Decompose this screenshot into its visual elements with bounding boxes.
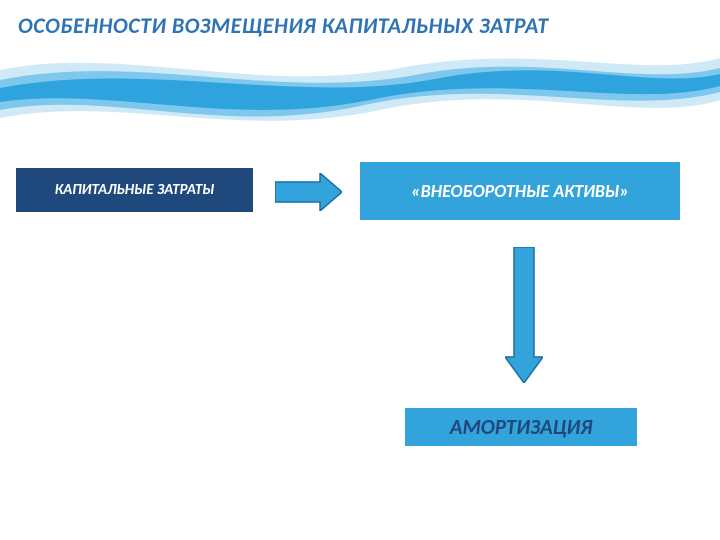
wave-back <box>0 58 720 121</box>
block-noncurrent: «ВНЕОБОРОТНЫЕ АКТИВЫ» <box>360 162 680 220</box>
block-amortization-label: АМОРТИЗАЦИЯ <box>450 414 593 440</box>
block-capex-label: КАПИТАЛЬНЫЕ ЗАТРАТЫ <box>55 181 215 199</box>
block-capex: КАПИТАЛЬНЫЕ ЗАТРАТЫ <box>16 168 253 212</box>
arrow-right-icon <box>275 173 342 211</box>
slide-title: ОСОБЕННОСТИ ВОЗМЕЩЕНИЯ КАПИТАЛЬНЫХ ЗАТРА… <box>18 12 702 39</box>
arrow-down-icon <box>505 247 543 383</box>
wave-front <box>0 70 720 110</box>
block-noncurrent-label: «ВНЕОБОРОТНЫЕ АКТИВЫ» <box>411 180 629 202</box>
block-amortization: АМОРТИЗАЦИЯ <box>405 408 637 446</box>
wave-decoration <box>0 40 720 140</box>
wave-mid <box>0 67 720 117</box>
